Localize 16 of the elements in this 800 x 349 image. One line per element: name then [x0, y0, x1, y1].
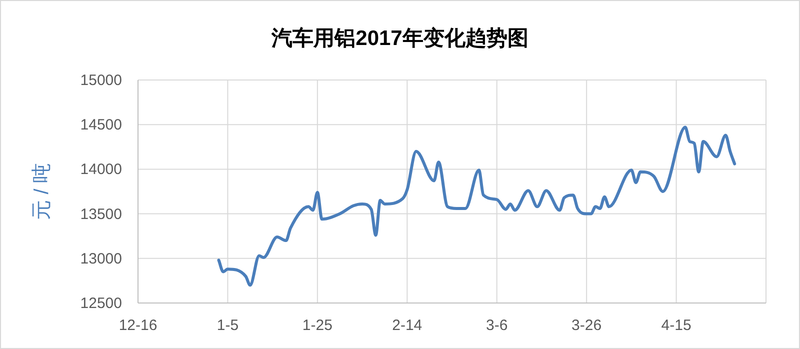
x-tick-label: 4-15 [661, 317, 692, 334]
y-tick-label: 15000 [80, 72, 122, 89]
x-tick-label: 3-6 [486, 317, 508, 334]
x-tick-label: 2-14 [392, 317, 422, 334]
y-axis-title: 元 / 吨 [31, 163, 53, 220]
line-series [217, 126, 736, 287]
y-tick-label: 12500 [80, 295, 122, 312]
chart-title: 汽车用铝2017年变化趋势图 [270, 26, 528, 50]
x-tick-label: 12-16 [118, 317, 158, 334]
y-tick-label: 14500 [80, 116, 122, 134]
y-tick-label: 14000 [80, 161, 122, 178]
x-tick-label: 1-5 [216, 317, 239, 334]
x-tick-label: 1-25 [302, 317, 332, 334]
x-tick-label: 3-26 [572, 317, 602, 334]
y-tick-label: 13500 [80, 206, 122, 223]
y-tick-label: 13000 [80, 250, 122, 268]
